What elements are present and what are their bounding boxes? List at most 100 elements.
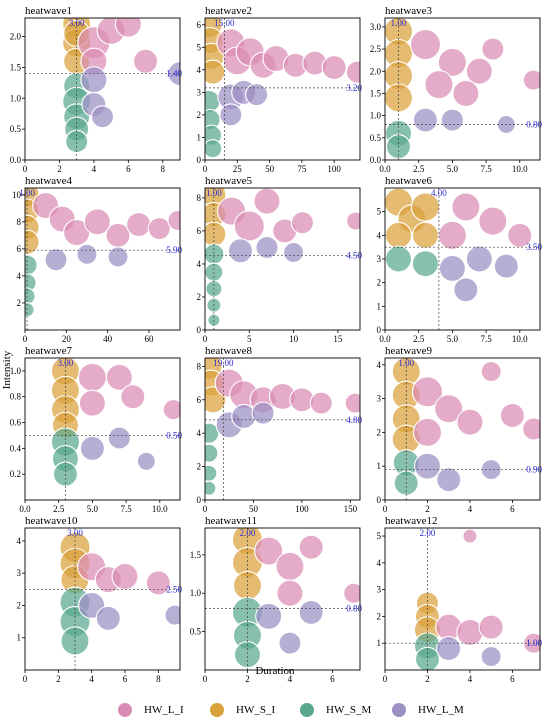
data-point-HW_L_M	[90, 105, 115, 129]
data-point-HW_L_I	[309, 391, 333, 415]
data-point-HW_L_M	[283, 241, 305, 263]
x-tick-label: 40	[103, 334, 113, 344]
points-group	[385, 18, 540, 160]
y-tick-label: 3	[197, 87, 202, 97]
hline-label: 1.40	[166, 69, 182, 79]
vline-label: 15.00	[214, 18, 235, 28]
y-tick-label: 2	[197, 110, 202, 120]
data-point-HW_S_M	[65, 129, 89, 154]
data-point-HW_L_M	[453, 277, 479, 303]
x-tick-label: 0	[23, 164, 28, 174]
y-tick-label: 0.5	[10, 124, 22, 134]
subplot-title: heatwave2	[205, 5, 252, 17]
data-point-HW_L_M	[255, 235, 279, 259]
hline-label: 0.80	[346, 604, 362, 614]
x-tick-label: 75	[297, 164, 307, 174]
points-group	[25, 188, 180, 318]
plot-frame	[24, 357, 181, 501]
legend-label-hw-l-m: HW_L_M	[418, 704, 464, 716]
data-point-HW_S_I	[205, 59, 226, 85]
y-tick-label: 0	[197, 495, 202, 505]
legend-item-hw-l-i: HW_L_I	[118, 702, 184, 718]
data-point-HW_L_M	[298, 599, 324, 625]
y-tick-label: 8	[197, 193, 202, 203]
y-tick-label: 4	[17, 536, 22, 546]
x-tick-label: 4	[468, 674, 473, 684]
data-point-HW_L_I	[276, 579, 304, 607]
data-point-HW_L_M	[255, 602, 283, 630]
hline-label: 0.90	[526, 465, 542, 475]
x-tick-label: 6	[510, 674, 515, 684]
plot-frame	[204, 527, 361, 671]
x-tick-label: 4	[468, 504, 473, 514]
data-point-HW_L_I	[409, 29, 441, 61]
y-tick-label: 2	[197, 292, 202, 302]
data-point-HW_L_M	[440, 108, 464, 132]
hline-label: 3.50	[526, 242, 542, 252]
data-point-HW_S_I	[411, 221, 439, 249]
y-tick-label: 0.0	[370, 155, 382, 165]
y-tick-label: 2	[17, 298, 22, 308]
data-point-HW_L_I	[507, 222, 533, 248]
plot-frame	[204, 17, 361, 161]
data-point-HW_L_I	[522, 417, 540, 441]
y-tick-label: 2.0	[10, 32, 22, 42]
data-point-HW_L_I	[478, 614, 504, 640]
y-tick-label: 10	[12, 190, 22, 200]
points-group	[205, 18, 360, 159]
data-point-HW_L_I	[114, 18, 142, 38]
hline-label: 4.80	[346, 415, 362, 425]
data-point-HW_L_I	[480, 360, 502, 383]
y-tick-label: 2	[17, 600, 22, 610]
data-point-HW_L_I	[233, 210, 265, 242]
y-tick-label: 3	[17, 568, 22, 578]
data-point-HW_S_I	[25, 229, 40, 255]
data-point-HW_L_I	[321, 55, 347, 81]
y-axis-title: Intensity	[0, 330, 14, 410]
subplot-title: heatwave3	[385, 5, 433, 17]
data-point-HW_L_I	[424, 70, 454, 100]
subplot-title: heatwave4	[25, 175, 73, 187]
data-point-HW_L_M	[95, 605, 121, 631]
x-tick-label: 2	[56, 674, 61, 684]
x-tick-label: 5.0	[87, 504, 99, 514]
y-tick-label: 6	[197, 20, 202, 30]
y-tick-label: 4	[197, 65, 202, 75]
data-point-HW_L_M	[245, 83, 269, 107]
y-tick-label: 0	[197, 325, 202, 335]
x-tick-label: 4	[89, 674, 94, 684]
data-point-HW_S_I	[410, 192, 440, 222]
x-tick-label: 10	[289, 334, 299, 344]
x-tick-label: 10.0	[152, 504, 168, 514]
data-point-HW_L_M	[413, 452, 442, 480]
x-tick-label: 4	[92, 164, 97, 174]
x-tick-label: 100	[295, 504, 309, 514]
x-tick-label: 0	[203, 164, 208, 174]
plot-frame	[24, 187, 181, 331]
y-tick-label: 0.0	[10, 155, 22, 165]
y-tick-label: 0.4	[10, 443, 22, 453]
x-tick-label: 8	[156, 674, 161, 684]
subplot-title: heatwave5	[205, 175, 253, 187]
data-point-HW_L_I	[105, 363, 133, 391]
y-tick-label: 0	[377, 325, 382, 335]
x-tick-label: 10.0	[512, 334, 528, 344]
data-point-HW_L_I	[456, 408, 484, 436]
x-tick-label: 2	[425, 504, 430, 514]
x-tick-label: 6	[126, 164, 131, 174]
data-point-HW_L_M	[465, 245, 493, 273]
subplot-title: heatwave11	[205, 515, 257, 527]
hline-label: 1.00	[526, 638, 542, 648]
x-tick-label: 2	[425, 674, 430, 684]
points-group	[59, 531, 180, 656]
data-point-HW_L_M	[80, 66, 108, 94]
data-point-HW_L_I	[465, 57, 493, 85]
data-point-HW_L_I	[434, 394, 464, 424]
x-tick-label: 7.5	[120, 504, 132, 514]
y-tick-label: 4	[377, 558, 382, 568]
data-point-HW_L_I	[120, 384, 146, 410]
